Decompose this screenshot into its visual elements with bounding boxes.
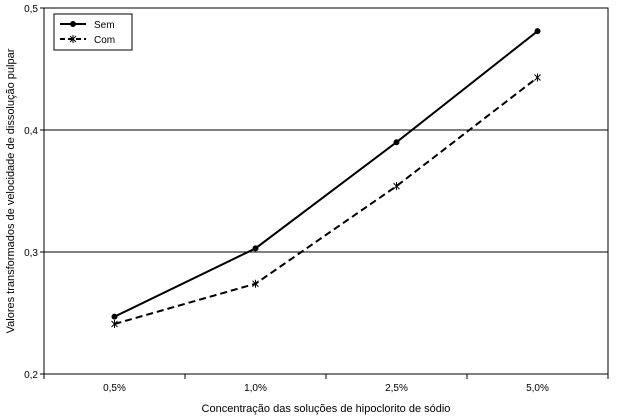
x-tick-label: 2,5% [385,383,408,394]
data-point-sem [111,313,118,320]
legend-item-sem: Sem [60,20,115,31]
x-tick-label: 0,5% [103,383,126,394]
legend-label-com: Com [94,35,115,46]
x-axis-title: Concentração das soluções de hipoclorito… [202,403,451,415]
y-axis-title: Valores transformados de velocidade de d… [5,48,17,333]
data-point-com [393,182,400,191]
data-point-com [111,319,118,328]
series-line-com [114,76,539,325]
series-sem [111,28,541,320]
legend-marker-sem [70,21,76,27]
y-axis-ticks: 0,2 0,3 0,4 0,5 [24,4,44,381]
y-tick-label: 0,2 [24,370,38,381]
legend-box [53,13,133,51]
series-layer [111,28,541,328]
y-tick-label: 0,3 [24,248,38,259]
x-tick-label: 5,0% [526,383,549,394]
series-line-sem [114,30,539,318]
data-point-com [252,279,259,288]
y-tick-label: 0,4 [24,126,38,137]
legend-marker-com [69,35,77,43]
data-point-sem [534,28,541,35]
data-point-sem [393,139,400,146]
legend: Sem Com [53,13,133,51]
data-point-com [534,73,541,82]
legend-label-sem: Sem [94,20,115,31]
legend-item-com: Com [60,35,115,46]
y-tick-label: 0,5 [24,4,38,15]
x-axis-ticks: 0,5% 1,0% 2,5% 5,0% [43,374,609,394]
series-com [111,73,541,328]
gridlines [44,129,608,253]
data-point-sem [252,245,259,252]
x-tick-label: 1,0% [244,383,267,394]
